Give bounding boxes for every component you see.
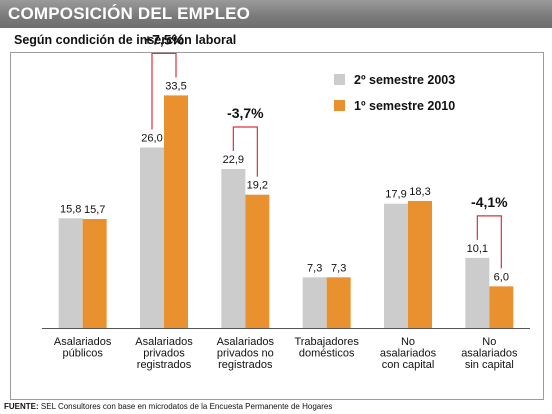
change-annotation-0: +7,5% bbox=[144, 31, 185, 47]
value-label-2010-5: 6,0 bbox=[494, 271, 509, 283]
value-label-2003-5: 10,1 bbox=[467, 243, 488, 255]
value-label-2010-3: 7,3 bbox=[331, 262, 346, 274]
value-label-2003-2: 22,9 bbox=[223, 154, 244, 166]
category-label-2: Asalariados privados no registrados bbox=[217, 336, 275, 371]
bar-2010-1 bbox=[164, 95, 188, 329]
change-annotation-2: -4,1% bbox=[471, 194, 508, 210]
category-label-3: Trabajadores domésticos bbox=[294, 336, 359, 360]
bar-2010-2 bbox=[245, 194, 270, 328]
legend-label-0: 2º semestre 2003 bbox=[354, 73, 455, 87]
change-bracket-0 bbox=[151, 52, 177, 130]
change-annotation-1: -3,7% bbox=[227, 105, 264, 121]
category-label-0: Asalariados públicos bbox=[54, 336, 112, 360]
change-bracket-2 bbox=[476, 215, 502, 269]
legend-label-1: 1º semestre 2010 bbox=[354, 99, 455, 113]
value-label-2003-1: 26,0 bbox=[141, 132, 162, 144]
value-label-2003-3: 7,3 bbox=[307, 262, 322, 274]
value-label-2003-0: 15,8 bbox=[60, 203, 81, 215]
legend-swatch-0 bbox=[334, 74, 345, 85]
bar-2003-4 bbox=[384, 203, 408, 328]
bar-2003-2 bbox=[221, 169, 246, 328]
value-label-2010-0: 15,7 bbox=[84, 204, 105, 216]
bar-2003-3 bbox=[302, 277, 327, 328]
value-label-2010-4: 18,3 bbox=[409, 186, 430, 198]
category-label-5: No asalariados sin capital bbox=[461, 336, 518, 371]
page-title: COMPOSICIÓN DEL EMPLEO bbox=[8, 4, 251, 23]
legend-swatch-1 bbox=[334, 100, 345, 111]
bar-2003-5 bbox=[465, 257, 490, 328]
bar-2003-1 bbox=[140, 147, 164, 328]
footer-label: FUENTE: bbox=[4, 402, 39, 411]
bar-2010-5 bbox=[489, 286, 514, 328]
header-bar: COMPOSICIÓN DEL EMPLEO bbox=[0, 0, 552, 28]
bar-2010-0 bbox=[82, 218, 107, 328]
bar-2010-3 bbox=[326, 277, 351, 328]
change-bracket-1 bbox=[232, 126, 258, 177]
value-label-2010-1: 33,5 bbox=[165, 80, 186, 92]
category-label-1: Asalariados privados registrados bbox=[135, 336, 193, 371]
value-label-2010-2: 19,2 bbox=[247, 180, 268, 192]
footer-source: FUENTE: SEL Consultores con base en micr… bbox=[4, 402, 332, 411]
category-label-4: No asalariados con capital bbox=[380, 336, 437, 371]
chart-subtitle: Según condición de inserción laboral bbox=[14, 33, 237, 47]
footer-text: SEL Consultores con base en microdatos d… bbox=[40, 402, 333, 411]
bar-2010-4 bbox=[408, 200, 432, 328]
value-label-2003-4: 17,9 bbox=[385, 189, 406, 201]
bar-2003-0 bbox=[58, 218, 83, 328]
